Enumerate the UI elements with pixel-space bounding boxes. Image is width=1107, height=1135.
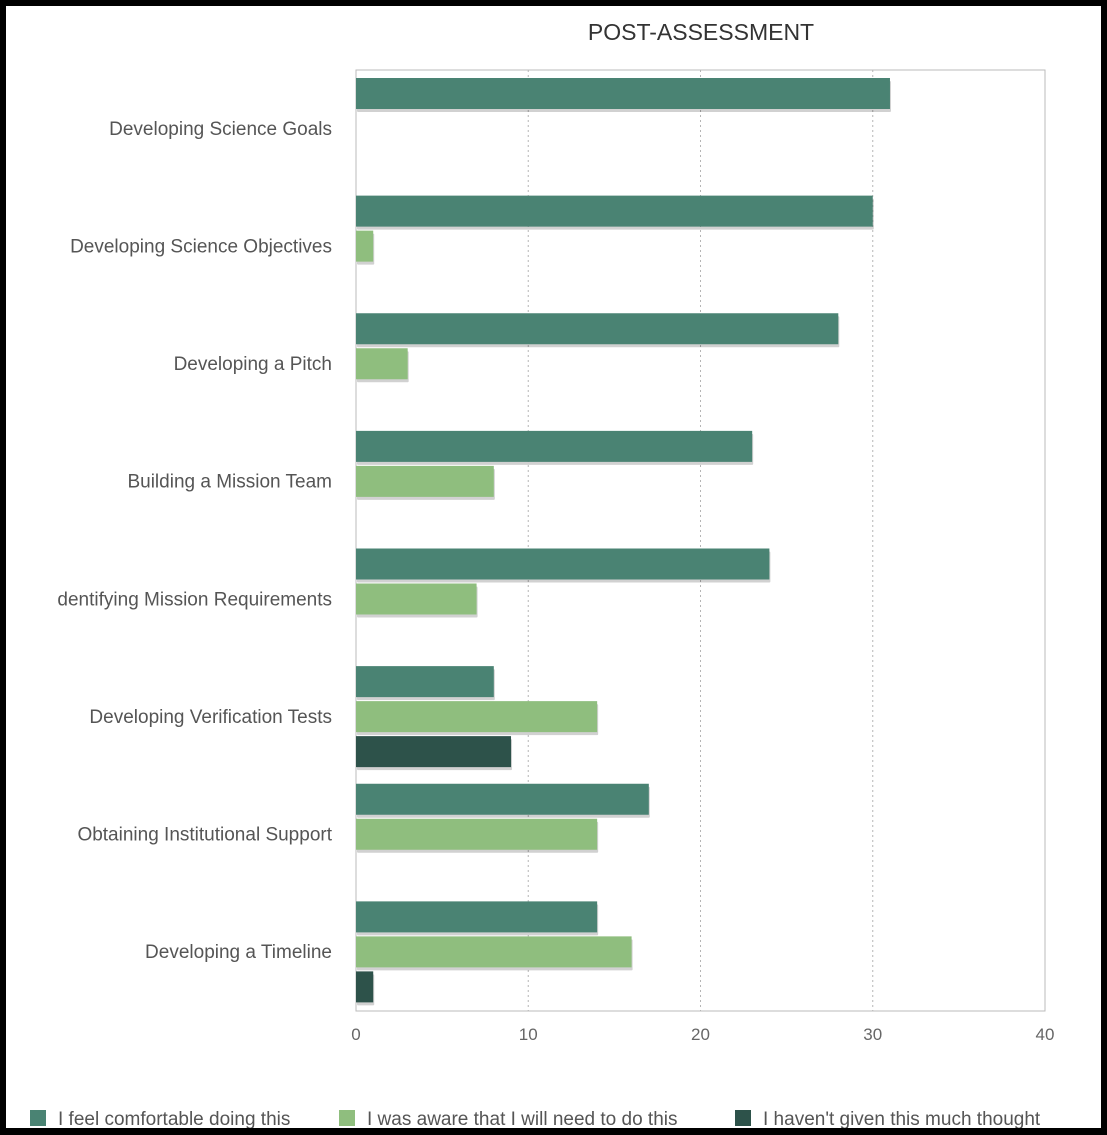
bar — [356, 901, 598, 933]
legend-label: I feel comfortable doing this — [58, 1109, 290, 1128]
legend: I feel comfortable doing this I was aware… — [30, 1109, 1041, 1128]
category-label: Developing Science Objectives — [70, 236, 332, 257]
legend-swatch — [30, 1110, 46, 1126]
bar — [356, 736, 512, 768]
bar — [356, 348, 408, 380]
x-tick-label: 10 — [519, 1025, 538, 1044]
x-tick-label: 0 — [351, 1025, 360, 1044]
x-tick-label: 40 — [1036, 1025, 1055, 1044]
legend-label: I haven't given this much thought — [763, 1109, 1041, 1128]
bar — [356, 583, 477, 615]
bar — [356, 430, 753, 462]
chart-svg: POST-ASSESSMENT Developing Science Goals… — [30, 19, 1054, 1128]
chart-frame: POST-ASSESSMENT Developing Science Goals… — [6, 6, 1101, 1128]
bar — [356, 701, 598, 733]
bar — [356, 78, 890, 109]
bar — [356, 465, 494, 497]
x-tick-label: 30 — [863, 1025, 882, 1044]
x-tick-label: 20 — [691, 1025, 710, 1044]
bar — [356, 195, 873, 227]
bar — [356, 666, 494, 698]
chart-title: POST-ASSESSMENT — [588, 19, 814, 45]
legend-label: I was aware that I will need to do this — [367, 1109, 678, 1128]
legend-swatch — [339, 1110, 355, 1126]
category-label: Developing Science Goals — [109, 119, 332, 140]
category-label: Developing a Timeline — [145, 942, 332, 963]
bar — [356, 230, 374, 262]
category-label: Obtaining Institutional Support — [77, 825, 332, 846]
grid-layer — [355, 69, 1046, 1012]
bar — [356, 783, 649, 815]
category-label: Building a Mission Team — [127, 472, 332, 493]
category-label: dentifying Mission Requirements — [57, 589, 332, 610]
bar — [356, 971, 374, 1003]
category-labels: Developing Science Goals Developing Scien… — [57, 119, 332, 963]
category-label: Developing Verification Tests — [89, 707, 332, 728]
x-tick-labels: 0 10 20 30 40 — [351, 1025, 1054, 1044]
category-label: Developing a Pitch — [174, 354, 332, 375]
bar — [356, 548, 770, 580]
bar — [356, 313, 839, 345]
bar — [356, 936, 632, 968]
bars-layer — [356, 78, 891, 1006]
legend-swatch — [735, 1110, 751, 1126]
bar — [356, 818, 598, 850]
